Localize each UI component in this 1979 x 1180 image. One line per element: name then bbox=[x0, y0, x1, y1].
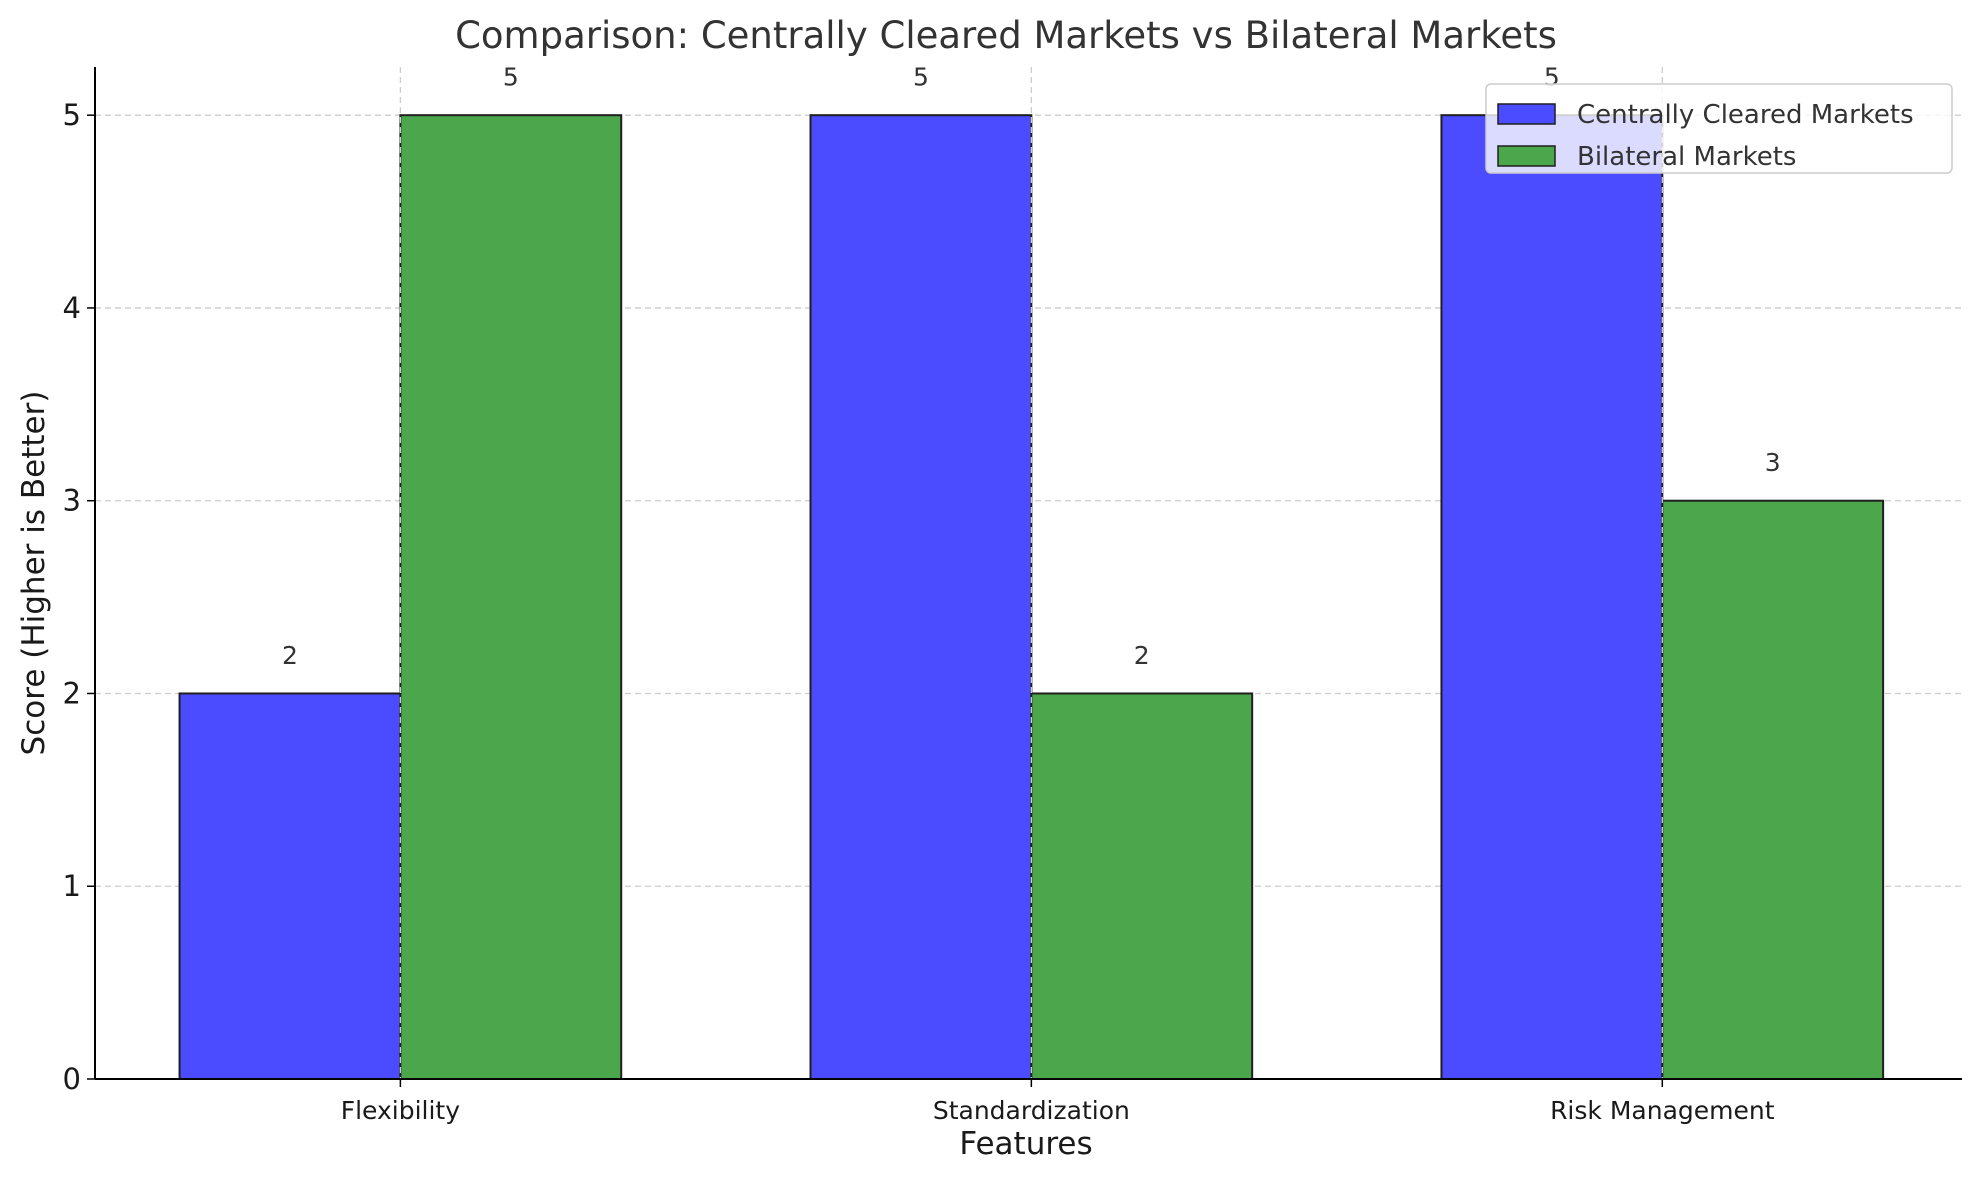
y-tick-label: 5 bbox=[63, 98, 81, 132]
legend-entry-label: Centrally Cleared Markets bbox=[1577, 100, 1914, 130]
value-label: 2 bbox=[1134, 641, 1150, 670]
x-tick-label: Flexibility bbox=[341, 1096, 461, 1125]
value-label: 2 bbox=[282, 641, 298, 670]
bar-bilateral-markets-risk-management bbox=[1661, 499, 1885, 1080]
chart-title: Comparison: Centrally Cleared Markets vs… bbox=[455, 14, 1557, 57]
bar-bilateral-markets-standardization bbox=[1030, 692, 1254, 1080]
y-tick-label: 1 bbox=[63, 869, 81, 903]
axes: 0 1 2 3 4 5 Flexibility Standardization Risk Man… bbox=[63, 67, 1962, 1125]
bar-bilateral-markets-flexibility bbox=[399, 114, 623, 1080]
bars bbox=[178, 67, 1885, 1080]
legend: Centrally Cleared Markets Bilateral Marke… bbox=[1485, 83, 1953, 174]
legend-swatch bbox=[1497, 103, 1556, 125]
bar-centrally-cleared-markets-standardization bbox=[809, 114, 1033, 1080]
legend-box bbox=[1485, 83, 1953, 174]
x-axis-label: Features bbox=[959, 1126, 1092, 1162]
legend-entry-label: Bilateral Markets bbox=[1577, 142, 1796, 172]
y-tick-label: 0 bbox=[63, 1062, 81, 1096]
bar-centrally-cleared-markets-risk-management bbox=[1440, 114, 1664, 1080]
value-label: 5 bbox=[913, 63, 929, 92]
y-tick-label: 2 bbox=[63, 676, 81, 710]
x-tick-label: Risk Management bbox=[1550, 1096, 1775, 1125]
y-tick-label: 3 bbox=[63, 484, 81, 518]
x-tick-label: Standardization bbox=[933, 1096, 1130, 1125]
legend-swatch bbox=[1497, 145, 1556, 167]
bar-centrally-cleared-markets-flexibility bbox=[178, 692, 402, 1080]
y-tick-label: 4 bbox=[63, 291, 81, 325]
value-label: 5 bbox=[503, 63, 519, 92]
value-label: 3 bbox=[1765, 448, 1781, 477]
y-axis-label: Score (Higher is Better) bbox=[16, 391, 52, 756]
